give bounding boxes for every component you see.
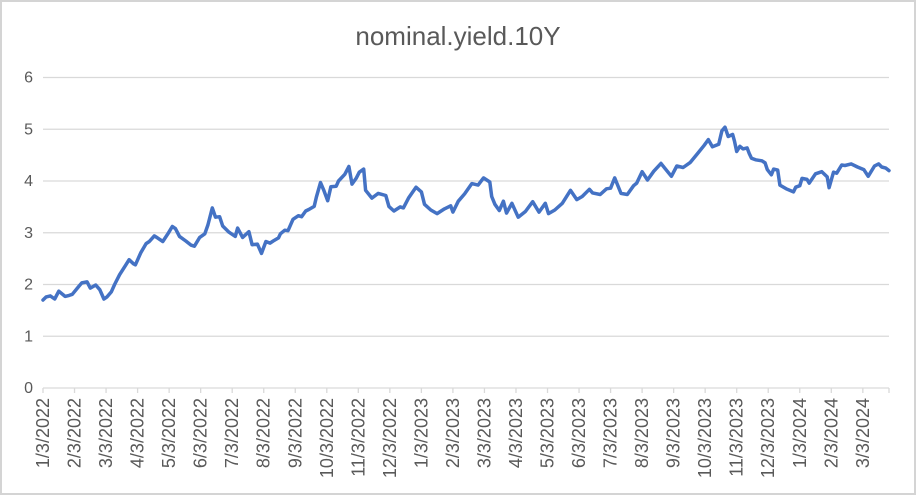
x-axis-tick-label: 12/3/2022 (380, 398, 400, 478)
gridlines (43, 76, 889, 337)
x-axis-tick-label: 12/3/2023 (758, 398, 778, 478)
y-axis-tick-label: 5 (24, 121, 33, 138)
x-axis-tick-label: 6/3/2023 (569, 398, 589, 468)
x-axis-tick-label: 4/3/2022 (128, 398, 148, 468)
series-line-nominal-yield-10y (41, 125, 891, 302)
x-axis-tick-label: 8/3/2023 (632, 398, 652, 468)
x-axis-tick-label: 9/3/2023 (664, 398, 684, 468)
x-axis-tick-label: 7/3/2023 (601, 398, 621, 468)
y-axis-tick-label: 2 (24, 277, 33, 294)
x-axis-labels: 1/3/2022 2/3/2022 3/3/2022 4/3/2022 5/3/2022… (33, 398, 873, 478)
chart-title: nominal.yield.10Y (355, 21, 560, 51)
x-axis-tick-label: 4/3/2023 (506, 398, 526, 468)
x-axis-tick-label: 10/3/2023 (695, 398, 715, 478)
y-axis-tick-label: 3 (24, 225, 33, 242)
x-axis-tick-label: 7/3/2022 (222, 398, 242, 468)
x-axis-tick-label: 5/3/2022 (159, 398, 179, 468)
x-axis-tick-label: 6/3/2022 (191, 398, 211, 468)
y-axis-tick-label: 1 (24, 328, 33, 345)
x-axis-tick-label: 8/3/2022 (254, 398, 274, 468)
y-axis-labels: 0 1 2 3 4 5 6 (24, 70, 33, 398)
x-axis-tick-label: 3/3/2024 (853, 398, 873, 468)
x-axis-tick-label: 1/3/2024 (790, 398, 810, 468)
x-axis-tick-label: 3/3/2023 (474, 398, 494, 468)
x-axis-tick-label: 9/3/2022 (285, 398, 305, 468)
x-axis-tick-label: 2/3/2023 (443, 398, 463, 468)
x-axis-tick-label: 10/3/2022 (317, 398, 337, 478)
x-axis-tick-label: 2/3/2024 (821, 398, 841, 468)
x-axis-tick-label: 11/3/2023 (727, 398, 747, 477)
y-axis-tick-label: 4 (24, 173, 33, 190)
x-axis-tick-label: 2/3/2022 (65, 398, 85, 468)
x-axis-tick-label: 11/3/2022 (348, 398, 368, 477)
x-axis-tick-label: 1/3/2023 (411, 398, 431, 468)
y-axis-tick-label: 0 (24, 380, 33, 397)
x-axis (42, 387, 890, 393)
x-axis-tick-label: 5/3/2023 (538, 398, 558, 468)
x-axis-tick-label: 3/3/2022 (96, 398, 116, 468)
x-axis-tick-label: 1/3/2022 (33, 398, 53, 468)
y-axis-tick-label: 6 (24, 70, 33, 87)
